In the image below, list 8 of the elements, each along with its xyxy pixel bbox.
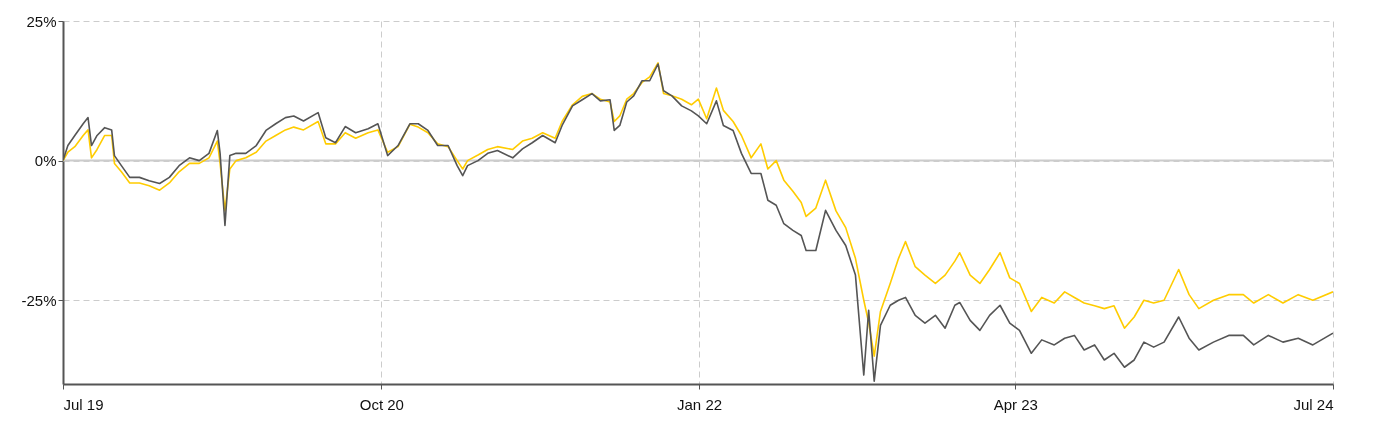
- x-tick-label: Jan 22: [677, 395, 723, 413]
- x-tick-label: Jul 19: [63, 395, 104, 413]
- y-tick-label: 0%: [34, 152, 57, 170]
- y-tick-label: -25%: [21, 291, 57, 309]
- x-tick-label: Apr 23: [993, 395, 1038, 413]
- y-tick-label: 25%: [26, 12, 57, 30]
- x-tick-label: Jul 24: [1293, 395, 1334, 413]
- x-tick-label: Oct 20: [359, 395, 404, 413]
